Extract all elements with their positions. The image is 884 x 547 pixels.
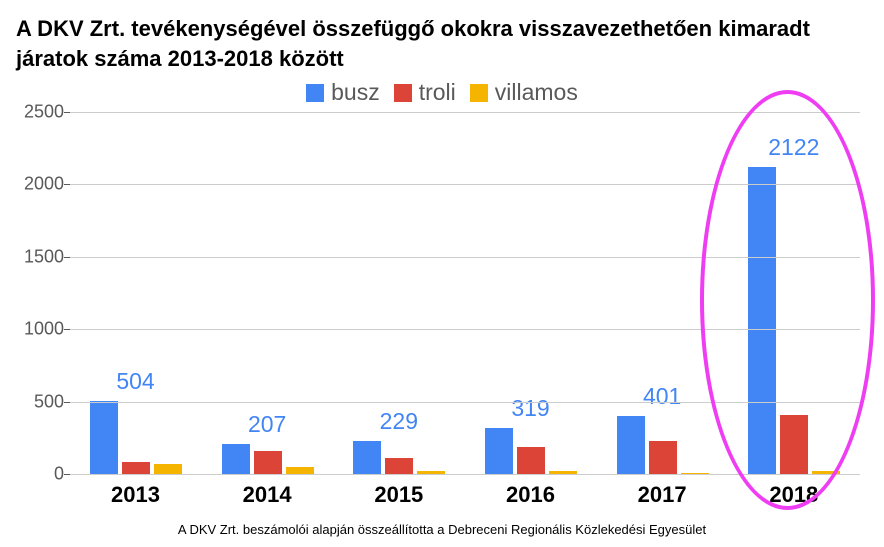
legend-label-troli: troli xyxy=(419,79,456,106)
legend-item-busz: busz xyxy=(306,79,380,106)
bar-busz xyxy=(485,428,513,474)
bars-area: 5042013207201422920153192016401201721222… xyxy=(70,112,860,474)
data-label: 319 xyxy=(465,395,596,422)
legend-swatch-troli xyxy=(394,84,412,102)
bar-troli xyxy=(649,441,677,474)
bar-busz xyxy=(353,441,381,474)
legend-item-villamos: villamos xyxy=(470,79,578,106)
legend: busz troli villamos xyxy=(0,79,884,106)
y-tick xyxy=(64,474,70,475)
grid-line xyxy=(70,474,860,475)
bar-troli xyxy=(517,447,545,475)
bar-group: 4012017 xyxy=(597,112,729,474)
x-axis-label: 2017 xyxy=(597,482,728,508)
grid-line xyxy=(70,329,860,330)
y-tick xyxy=(64,402,70,403)
bar-group: 21222018 xyxy=(728,112,860,474)
y-axis-label: 1500 xyxy=(14,246,64,267)
bar-busz xyxy=(748,167,776,474)
data-label: 504 xyxy=(70,368,201,395)
x-axis-label: 2016 xyxy=(465,482,596,508)
bar-busz xyxy=(617,416,645,474)
grid-line xyxy=(70,257,860,258)
source-note: A DKV Zrt. beszámolói alapján összeállít… xyxy=(0,522,884,537)
chart-title: A DKV Zrt. tevékenységével összefüggő ok… xyxy=(0,0,884,73)
data-label: 229 xyxy=(333,408,464,435)
data-label: 2122 xyxy=(728,134,859,161)
bar-troli xyxy=(254,451,282,474)
legend-item-troli: troli xyxy=(394,79,456,106)
plot-area: 5042013207201422920153192016401201721222… xyxy=(70,112,860,474)
legend-label-villamos: villamos xyxy=(495,79,578,106)
y-axis-label: 2000 xyxy=(14,174,64,195)
x-axis-label: 2018 xyxy=(728,482,859,508)
bar-group: 5042013 xyxy=(70,112,202,474)
y-tick xyxy=(64,257,70,258)
legend-label-busz: busz xyxy=(331,79,380,106)
y-tick xyxy=(64,329,70,330)
legend-swatch-busz xyxy=(306,84,324,102)
y-axis-label: 1000 xyxy=(14,319,64,340)
y-axis-label: 500 xyxy=(14,391,64,412)
x-axis-label: 2014 xyxy=(202,482,333,508)
bar-troli xyxy=(780,415,808,474)
bar-busz xyxy=(90,401,118,474)
x-axis-label: 2013 xyxy=(70,482,201,508)
bar-group: 2072014 xyxy=(202,112,334,474)
bar-villamos xyxy=(154,464,182,474)
x-axis-label: 2015 xyxy=(333,482,464,508)
bar-busz xyxy=(222,444,250,474)
bar-group: 2292015 xyxy=(333,112,465,474)
y-axis-label: 2500 xyxy=(14,102,64,123)
data-label: 207 xyxy=(202,411,333,438)
bar-group: 3192016 xyxy=(465,112,597,474)
bar-villamos xyxy=(286,467,314,474)
grid-line xyxy=(70,184,860,185)
y-tick xyxy=(64,112,70,113)
y-axis-label: 0 xyxy=(14,464,64,485)
y-tick xyxy=(64,184,70,185)
bar-troli xyxy=(385,458,413,474)
grid-line xyxy=(70,112,860,113)
legend-swatch-villamos xyxy=(470,84,488,102)
data-label: 401 xyxy=(597,383,728,410)
grid-line xyxy=(70,402,860,403)
bar-troli xyxy=(122,462,150,474)
